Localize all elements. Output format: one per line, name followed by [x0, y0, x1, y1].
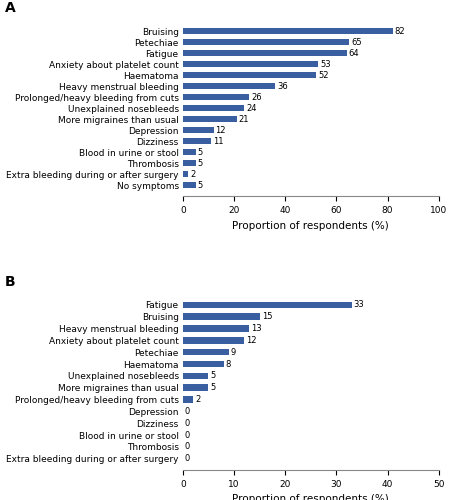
Bar	[183, 360, 224, 368]
Bar	[183, 83, 275, 89]
Bar	[183, 302, 352, 308]
Bar	[183, 28, 393, 34]
Text: 5: 5	[197, 181, 203, 190]
Text: 0: 0	[185, 442, 190, 452]
Bar	[183, 61, 319, 67]
Bar	[183, 105, 244, 112]
Bar	[183, 314, 260, 320]
Bar	[183, 172, 188, 177]
Bar	[183, 372, 208, 379]
Text: 0: 0	[185, 430, 190, 440]
Text: B: B	[5, 274, 15, 288]
Text: 9: 9	[231, 348, 236, 356]
Bar	[183, 150, 196, 156]
Text: 15: 15	[261, 312, 272, 321]
Bar	[183, 72, 316, 78]
Text: 65: 65	[351, 38, 362, 46]
Bar	[183, 396, 193, 403]
Text: 12: 12	[216, 126, 226, 135]
Text: 0: 0	[185, 407, 190, 416]
Bar	[183, 116, 237, 122]
Text: A: A	[5, 1, 16, 15]
Text: 5: 5	[210, 383, 216, 392]
Text: 53: 53	[320, 60, 331, 68]
Text: 0: 0	[185, 418, 190, 428]
Bar	[183, 349, 229, 356]
Text: 82: 82	[395, 26, 405, 36]
Text: 2: 2	[195, 395, 200, 404]
Text: 12: 12	[246, 336, 257, 345]
Bar	[183, 128, 213, 134]
Text: 0: 0	[185, 454, 190, 463]
Bar	[183, 138, 211, 144]
Text: 21: 21	[239, 115, 249, 124]
Text: 5: 5	[197, 159, 203, 168]
Text: 36: 36	[277, 82, 288, 90]
Bar	[183, 182, 196, 188]
Bar	[183, 325, 250, 332]
Text: 2: 2	[190, 170, 195, 179]
Text: 13: 13	[251, 324, 262, 333]
Text: 26: 26	[251, 92, 262, 102]
Text: 8: 8	[226, 360, 231, 368]
X-axis label: Proportion of respondents (%): Proportion of respondents (%)	[233, 220, 389, 230]
Text: 24: 24	[246, 104, 257, 112]
Bar	[183, 337, 244, 344]
Bar	[183, 39, 349, 45]
Text: 11: 11	[213, 137, 223, 146]
X-axis label: Proportion of respondents (%): Proportion of respondents (%)	[233, 494, 389, 500]
Text: 64: 64	[349, 48, 359, 58]
Text: 5: 5	[197, 148, 203, 157]
Bar	[183, 160, 196, 166]
Bar	[183, 94, 250, 100]
Bar	[183, 50, 346, 56]
Text: 52: 52	[318, 70, 329, 80]
Text: 33: 33	[354, 300, 365, 310]
Bar	[183, 384, 208, 391]
Text: 5: 5	[210, 372, 216, 380]
